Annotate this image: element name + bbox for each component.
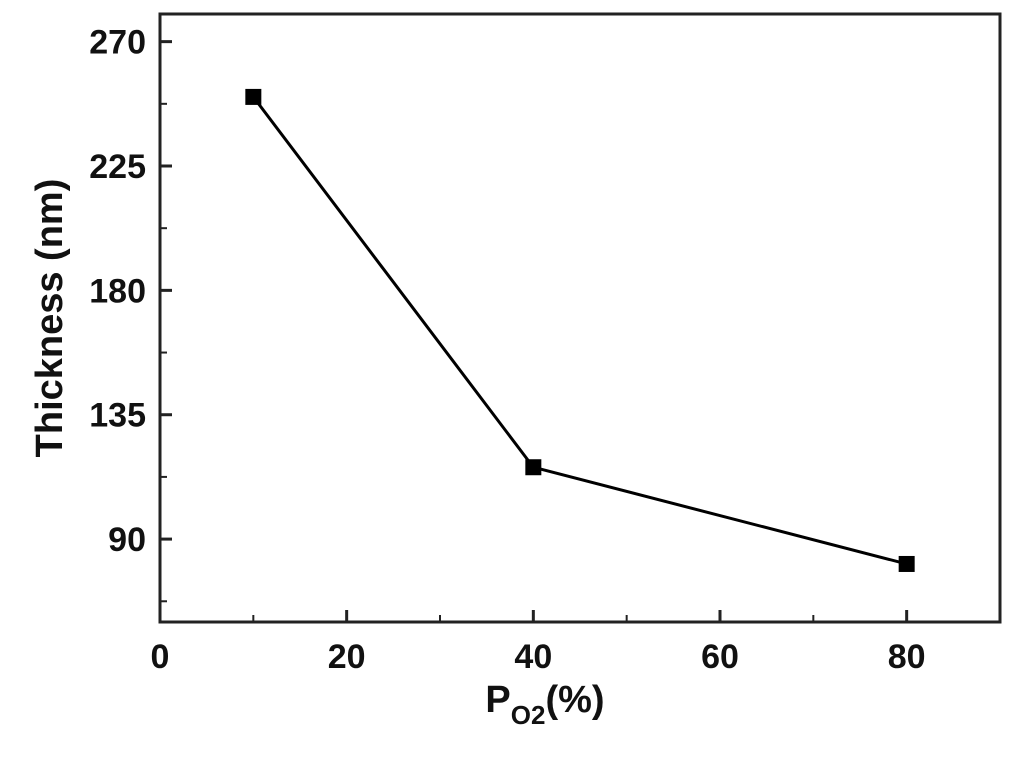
x-tick-label: 60 xyxy=(701,638,739,676)
x-axis-title-subscript: O2 xyxy=(511,700,546,730)
y-axis-title: Thickness (nm) xyxy=(29,179,71,458)
y-tick-label: 270 xyxy=(89,24,146,62)
plot-frame xyxy=(158,12,1002,624)
x-tick-label: 40 xyxy=(514,638,552,676)
y-axis-tick-labels: 90 135 180 225 270 xyxy=(89,24,146,559)
y-tick-label: 90 xyxy=(108,521,146,559)
data-point-marker xyxy=(898,555,915,572)
x-axis-title-main: P xyxy=(485,679,510,721)
y-tick-label: 135 xyxy=(89,397,146,435)
y-axis-ticks xyxy=(160,40,172,603)
x-axis-title-suffix: (%) xyxy=(545,679,604,721)
series-markers xyxy=(245,88,915,572)
data-point-marker xyxy=(525,459,542,476)
x-tick-label: 20 xyxy=(328,638,366,676)
x-tick-label: 0 xyxy=(151,638,170,676)
y-tick-label: 180 xyxy=(89,272,146,310)
x-axis-title: PO2(%) xyxy=(485,679,604,730)
x-axis-ticks xyxy=(158,610,909,622)
data-point-marker xyxy=(245,88,262,105)
y-tick-label: 225 xyxy=(89,148,146,186)
x-tick-label: 80 xyxy=(888,638,926,676)
x-axis-tick-labels: 0 20 40 60 80 xyxy=(151,638,926,676)
